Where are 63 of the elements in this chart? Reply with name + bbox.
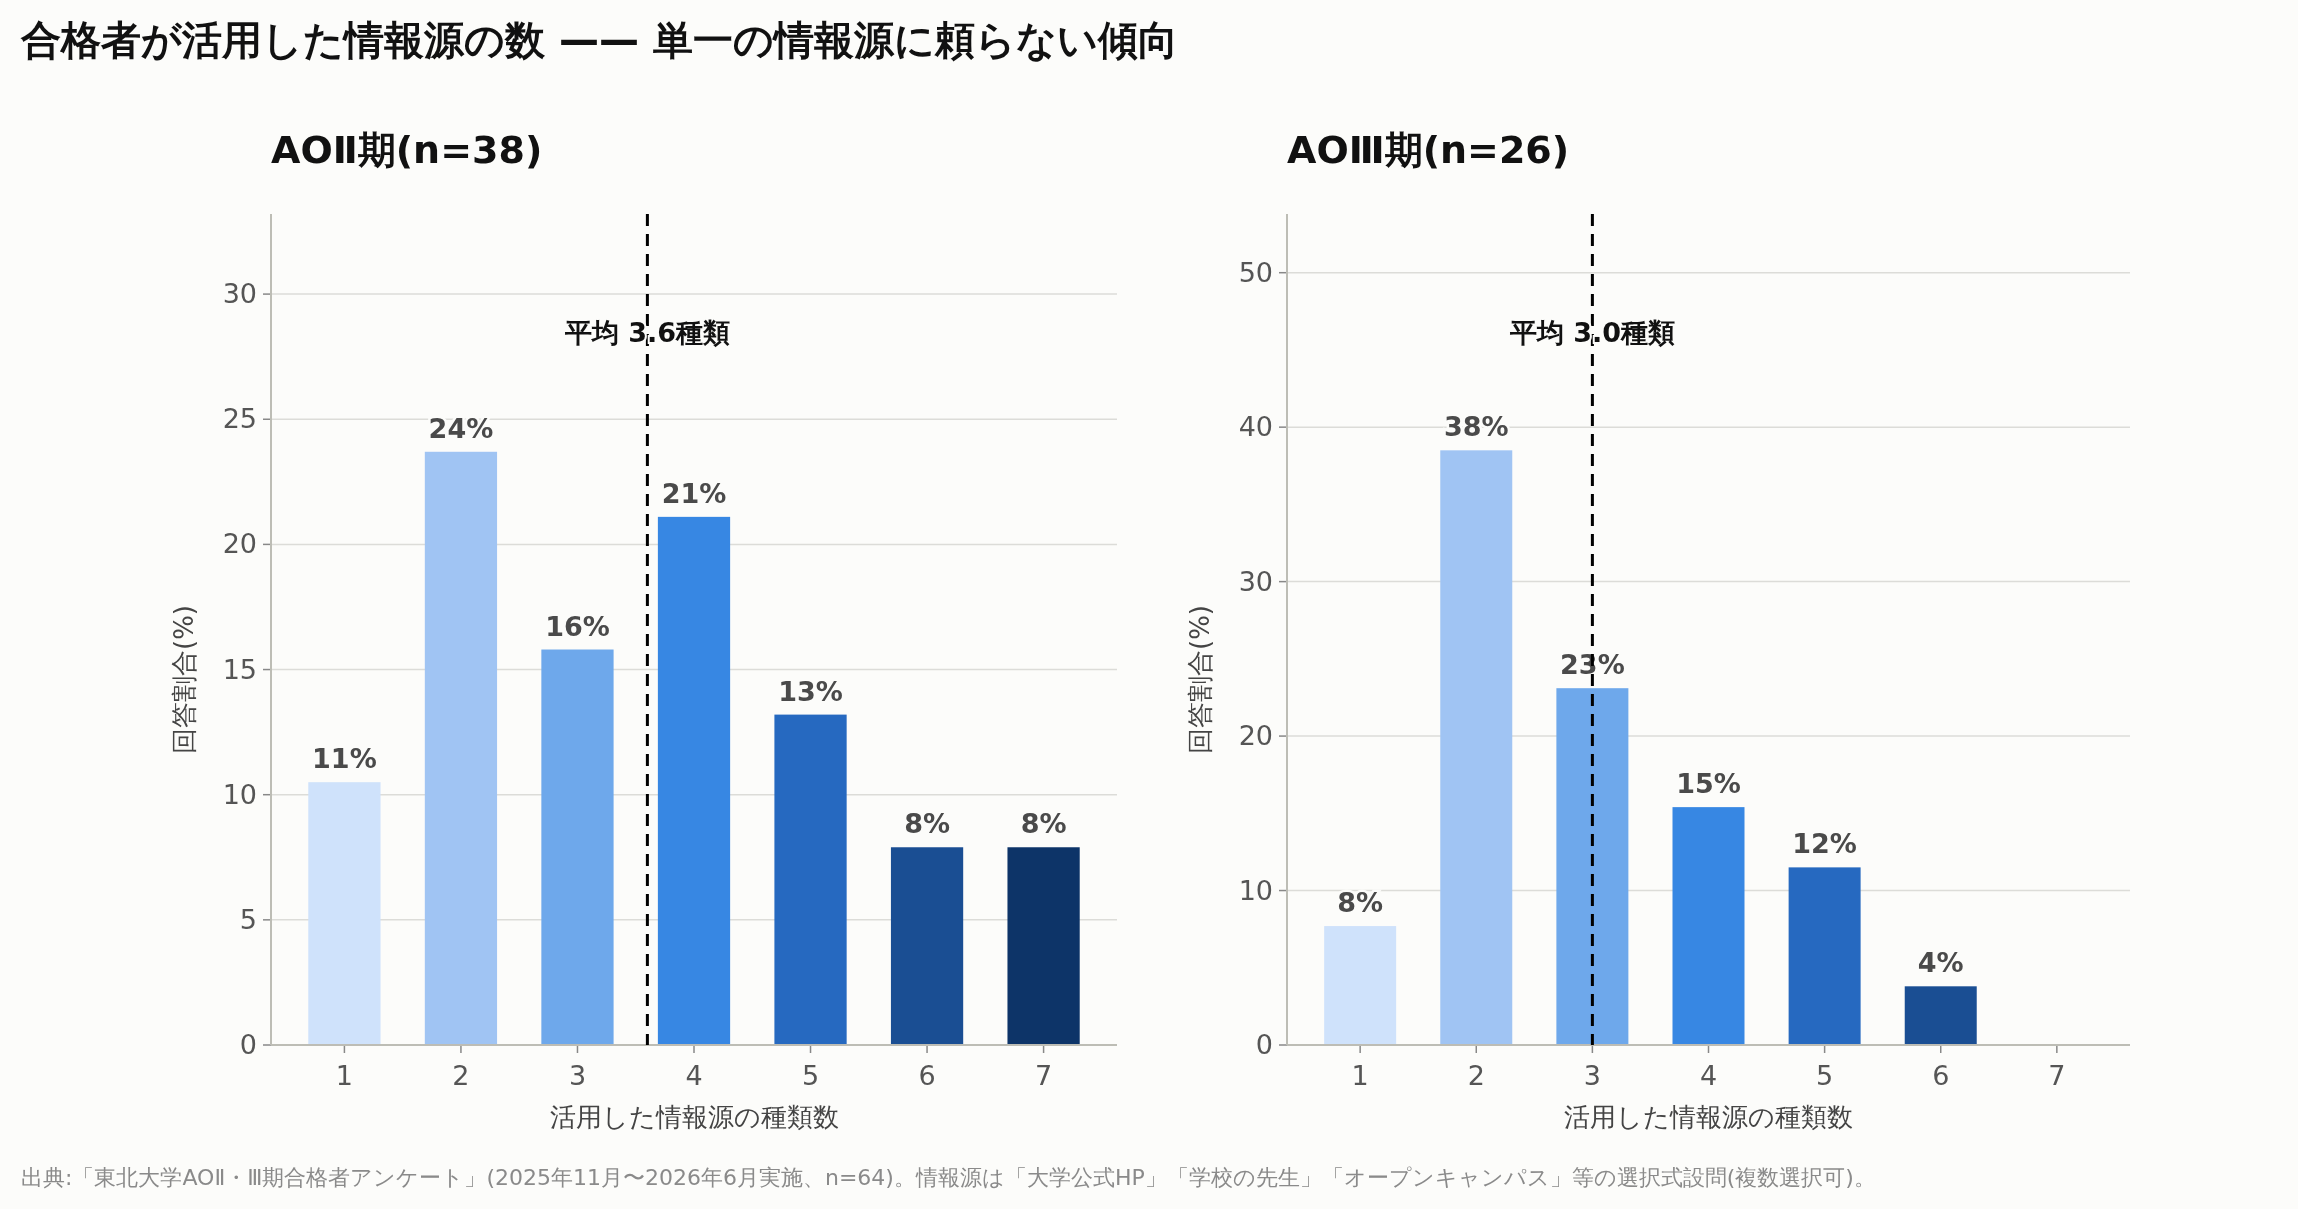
- data-label: 21%: [661, 477, 727, 509]
- chart-title: 合格者が活用した情報源の数 —— 単一の情報源に頼らない傾向: [20, 17, 1178, 63]
- bar: [1904, 986, 1977, 1045]
- x-tick-label: 1: [1351, 1060, 1369, 1091]
- ref-line-label: 平均 3.0種類: [1508, 317, 1675, 348]
- ref-line-label: 平均 3.6種類: [563, 317, 731, 348]
- x-tick-label: 4: [1699, 1060, 1718, 1091]
- y-tick-label: 20: [1238, 720, 1273, 752]
- y-tick-label: 10: [222, 778, 257, 810]
- chart-subtitle: AOⅢ期(n=26): [1287, 128, 1570, 172]
- data-label: 8%: [1020, 808, 1067, 840]
- bar: [774, 714, 847, 1045]
- data-label: 38%: [1443, 411, 1509, 443]
- data-label: 12%: [1792, 828, 1857, 860]
- y-tick-label: 25: [222, 403, 257, 435]
- y-tick-label: 30: [222, 278, 257, 310]
- data-label: 16%: [545, 610, 610, 642]
- x-tick-label: 1: [335, 1060, 354, 1091]
- source-note: 出典:「東北大学AOⅡ・Ⅲ期合格者アンケート」(2025年11月〜2026年6月実施、n=64)。情報源は「大学公式HP」「学校の先生」「オープンキャンパス」等の選択式設問(複数選択可)。: [21, 1165, 1876, 1190]
- data-label: 8%: [1337, 887, 1384, 919]
- bar: [308, 782, 381, 1045]
- bar: [541, 649, 614, 1045]
- x-tick-label: 6: [1932, 1060, 1950, 1091]
- y-tick-label: 10: [1238, 874, 1273, 906]
- y-tick-label: 20: [222, 528, 257, 560]
- bar: [424, 451, 498, 1045]
- bar: [890, 847, 964, 1045]
- data-label: 11%: [312, 743, 377, 775]
- x-tick-label: 5: [1816, 1060, 1834, 1091]
- data-label: 13%: [778, 675, 843, 707]
- bar: [1324, 926, 1397, 1045]
- bar: [1556, 688, 1629, 1045]
- data-label: 15%: [1676, 768, 1741, 800]
- y-axis-title: 回答割合(%): [169, 605, 199, 754]
- y-tick-label: 5: [239, 903, 257, 935]
- y-axis-title: 回答割合(%): [1185, 605, 1215, 754]
- x-axis-title: 活用した情報源の種類数: [1564, 1102, 1853, 1132]
- x-tick-label: 2: [1467, 1060, 1485, 1091]
- y-tick-label: 15: [222, 653, 257, 685]
- x-tick-label: 6: [918, 1060, 936, 1091]
- x-tick-label: 7: [2048, 1060, 2066, 1091]
- data-label: 23%: [1560, 649, 1625, 681]
- x-tick-label: 2: [452, 1060, 470, 1091]
- x-tick-label: 3: [568, 1060, 587, 1091]
- y-tick-label: 30: [1238, 565, 1273, 597]
- bar: [657, 516, 731, 1045]
- x-tick-label: 5: [801, 1060, 820, 1091]
- data-label: 24%: [428, 412, 494, 444]
- x-tick-label: 4: [685, 1060, 703, 1091]
- y-tick-label: 0: [239, 1029, 257, 1060]
- bar: [1440, 450, 1513, 1045]
- bar: [1788, 867, 1861, 1045]
- y-tick-label: 50: [1238, 256, 1273, 288]
- chart-subtitle: AOⅡ期(n=38): [271, 128, 543, 172]
- x-axis-title: 活用した情報源の種類数: [549, 1102, 839, 1132]
- y-tick-label: 0: [1255, 1029, 1273, 1060]
- x-tick-label: 7: [1034, 1060, 1053, 1091]
- y-tick-label: 40: [1238, 411, 1273, 443]
- data-label: 8%: [904, 808, 950, 840]
- bar: [1007, 847, 1080, 1045]
- data-label: 4%: [1917, 947, 1964, 979]
- bar: [1672, 807, 1745, 1045]
- x-tick-label: 3: [1583, 1060, 1601, 1091]
